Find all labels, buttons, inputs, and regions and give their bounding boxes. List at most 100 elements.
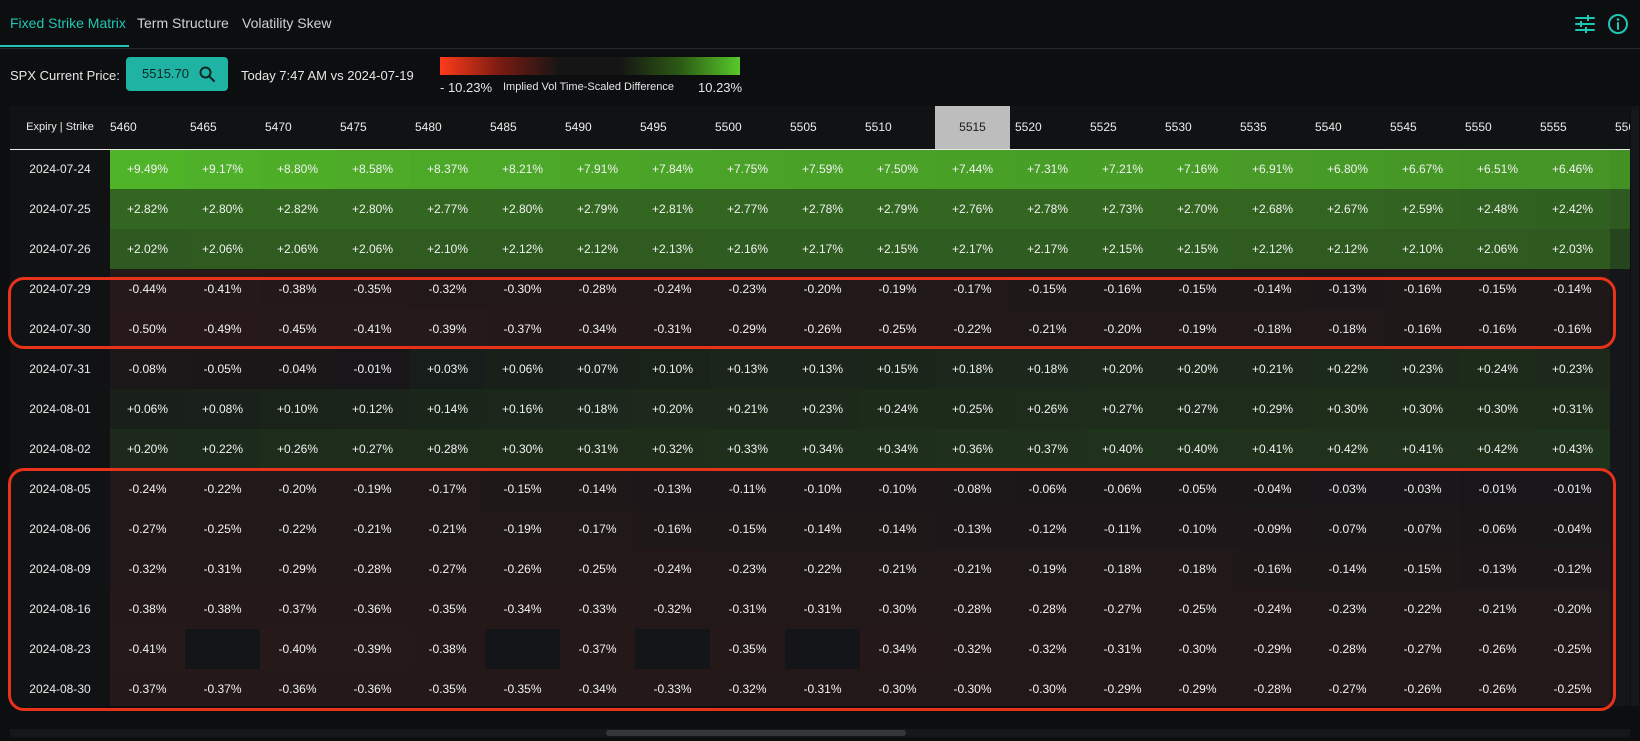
matrix-cell[interactable]: +0.20% xyxy=(1160,349,1235,389)
matrix-cell[interactable]: -0.44% xyxy=(110,269,185,309)
matrix-cell[interactable]: -0.04% xyxy=(1235,469,1310,509)
matrix-cell[interactable]: -0 xyxy=(1610,629,1630,669)
matrix-cell[interactable]: -0.22% xyxy=(935,309,1010,349)
matrix-cell[interactable]: +7.84% xyxy=(635,149,710,189)
matrix-cell[interactable]: +0.08% xyxy=(185,389,260,429)
matrix-cell[interactable]: -0.29% xyxy=(1235,629,1310,669)
matrix-cell[interactable]: +0.20% xyxy=(635,389,710,429)
matrix-cell[interactable]: -0.35% xyxy=(410,589,485,629)
matrix-cell[interactable]: -0.15% xyxy=(1385,549,1460,589)
matrix-cell[interactable]: -0.24% xyxy=(110,469,185,509)
matrix-cell[interactable]: -0.32% xyxy=(710,669,785,706)
matrix-cell[interactable]: -0.21% xyxy=(935,549,1010,589)
matrix-cell[interactable]: -0.16% xyxy=(1385,309,1460,349)
matrix-cell[interactable]: +2.76% xyxy=(935,189,1010,229)
matrix-cell[interactable]: -0.18% xyxy=(1160,549,1235,589)
matrix-cell[interactable]: +2.59% xyxy=(1385,189,1460,229)
matrix-cell[interactable]: -0.34% xyxy=(560,669,635,706)
matrix-cell[interactable]: +2.10% xyxy=(410,229,485,269)
matrix-cell[interactable]: +2.78% xyxy=(785,189,860,229)
matrix-cell[interactable]: -0.10% xyxy=(860,469,935,509)
matrix-cell[interactable]: +0.10% xyxy=(260,389,335,429)
matrix-cell[interactable]: +0.23% xyxy=(1385,349,1460,389)
matrix-cell[interactable]: -0.30% xyxy=(860,669,935,706)
matrix-cell[interactable]: -0.21% xyxy=(860,549,935,589)
matrix-cell[interactable]: -0.21% xyxy=(1010,309,1085,349)
matrix-cell[interactable]: -0.15% xyxy=(1460,269,1535,309)
matrix-cell[interactable]: -0.21% xyxy=(335,509,410,549)
matrix-cell[interactable]: -0.49% xyxy=(185,309,260,349)
matrix-cell[interactable]: -0.29% xyxy=(710,309,785,349)
matrix-cell[interactable]: -0.26% xyxy=(485,549,560,589)
matrix-cell[interactable]: -0.27% xyxy=(1085,589,1160,629)
matrix-cell[interactable]: -0.29% xyxy=(260,549,335,589)
matrix-cell[interactable]: +2.80% xyxy=(185,189,260,229)
strike-header[interactable]: 5490 xyxy=(560,106,635,149)
matrix-cell[interactable]: -0.07% xyxy=(1385,509,1460,549)
matrix-cell[interactable]: -0.31% xyxy=(185,549,260,589)
matrix-cell[interactable]: -0.15% xyxy=(1010,269,1085,309)
matrix-cell[interactable]: -0.30% xyxy=(1010,669,1085,706)
matrix-cell[interactable]: +7.59% xyxy=(785,149,860,189)
strike-header[interactable]: 556 xyxy=(1610,106,1630,149)
matrix-cell[interactable]: -0.41% xyxy=(335,309,410,349)
strike-header[interactable]: 5495 xyxy=(635,106,710,149)
matrix-cell[interactable]: +6.46% xyxy=(1535,149,1610,189)
matrix-cell[interactable]: -0.17% xyxy=(935,269,1010,309)
matrix-cell[interactable]: +7.50% xyxy=(860,149,935,189)
matrix-cell[interactable]: +6 xyxy=(1610,149,1630,189)
matrix-cell[interactable]: +0.30% xyxy=(1460,389,1535,429)
matrix-cell[interactable]: -0 xyxy=(1610,509,1630,549)
matrix-cell[interactable]: -0.20% xyxy=(1535,589,1610,629)
matrix-cell[interactable]: +0.12% xyxy=(335,389,410,429)
matrix-cell[interactable]: -0.14% xyxy=(1535,269,1610,309)
matrix-cell[interactable]: -0.37% xyxy=(185,669,260,706)
matrix-cell[interactable]: -0.18% xyxy=(1085,549,1160,589)
matrix-cell[interactable]: -0.19% xyxy=(335,469,410,509)
matrix-cell[interactable]: -0.15% xyxy=(710,509,785,549)
matrix-cell[interactable]: +0.13% xyxy=(785,349,860,389)
matrix-cell[interactable]: -0.01% xyxy=(335,349,410,389)
matrix-cell[interactable]: -0.27% xyxy=(110,509,185,549)
matrix-cell[interactable]: +0.06% xyxy=(485,349,560,389)
matrix-cell[interactable]: -0.06% xyxy=(1460,509,1535,549)
matrix-cell[interactable]: -0.37% xyxy=(560,629,635,669)
matrix-cell[interactable]: -0.15% xyxy=(1160,269,1235,309)
matrix-cell[interactable]: -0.19% xyxy=(860,269,935,309)
matrix-cell[interactable]: -0.16% xyxy=(1535,309,1610,349)
matrix-cell[interactable]: +0.26% xyxy=(260,429,335,469)
matrix-cell[interactable]: +0.29% xyxy=(1235,389,1310,429)
matrix-cell[interactable]: -0.40% xyxy=(260,629,335,669)
matrix-cell[interactable]: +2.06% xyxy=(260,229,335,269)
matrix-cell[interactable]: -0 xyxy=(1610,549,1630,589)
matrix-cell[interactable]: -0.09% xyxy=(1235,509,1310,549)
matrix-cell[interactable]: -0 xyxy=(1610,469,1630,509)
matrix-cell[interactable]: +8.58% xyxy=(335,149,410,189)
strike-header[interactable]: 5500 xyxy=(710,106,785,149)
matrix-cell[interactable]: -0.25% xyxy=(1535,629,1610,669)
matrix-cell[interactable]: +0.25% xyxy=(935,389,1010,429)
info-icon[interactable] xyxy=(1606,12,1630,36)
matrix-cell[interactable]: +0.33% xyxy=(710,429,785,469)
matrix-cell[interactable]: -0.18% xyxy=(1310,309,1385,349)
matrix-cell[interactable]: -0.36% xyxy=(335,589,410,629)
matrix-cell[interactable]: +2.06% xyxy=(335,229,410,269)
matrix-cell[interactable]: -0.20% xyxy=(260,469,335,509)
matrix-cell[interactable]: +8.37% xyxy=(410,149,485,189)
matrix-cell[interactable] xyxy=(635,629,710,669)
matrix-cell[interactable]: -0.22% xyxy=(260,509,335,549)
matrix-cell[interactable]: +2.12% xyxy=(1235,229,1310,269)
matrix-cell[interactable]: +2.77% xyxy=(410,189,485,229)
strike-header[interactable]: 5470 xyxy=(260,106,335,149)
matrix-cell[interactable]: -0.24% xyxy=(635,549,710,589)
matrix-cell[interactable]: -0.35% xyxy=(335,269,410,309)
matrix-cell[interactable]: -0 xyxy=(1610,669,1630,706)
matrix-cell[interactable]: +2.48% xyxy=(1460,189,1535,229)
matrix-cell[interactable]: -0.01% xyxy=(1460,469,1535,509)
matrix-cell[interactable]: -0.13% xyxy=(635,469,710,509)
matrix-cell[interactable]: -0.12% xyxy=(1010,509,1085,549)
matrix-cell[interactable]: +0.40% xyxy=(1085,429,1160,469)
strike-header[interactable]: 5545 xyxy=(1385,106,1460,149)
strike-header[interactable]: 5505 xyxy=(785,106,860,149)
matrix-cell[interactable]: -0.27% xyxy=(410,549,485,589)
